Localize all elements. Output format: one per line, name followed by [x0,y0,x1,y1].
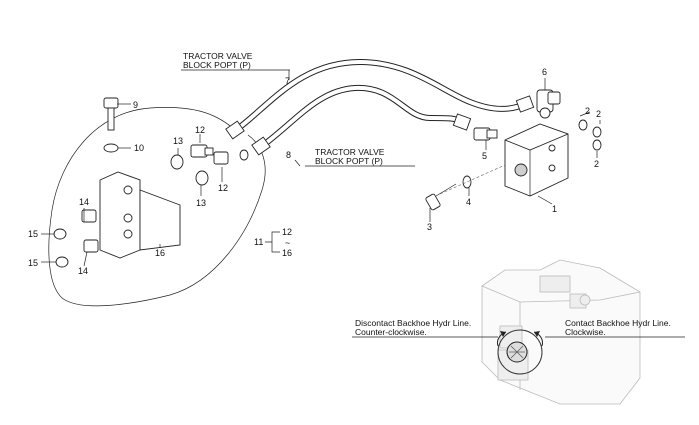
seal-rings-2 [578,119,602,151]
callout-7: 7 [285,76,290,86]
callout-6: 6 [542,67,547,77]
plug-15-upper [53,228,67,240]
union-14-upper [81,209,97,223]
callout-11: 11 [254,237,263,247]
callout-11-range-end: 16 [282,248,292,258]
callout-4: 4 [466,197,471,207]
hose-7-label-line2: BLOCK POPT (P) [183,60,251,70]
clockwise-label: Clockwise. [565,327,606,337]
hose-8-inner [260,85,464,148]
callout-9: 9 [133,100,138,110]
washer-4 [462,175,472,189]
callout-2-upper: 2 [585,106,590,116]
bracket-16 [99,171,181,259]
seal-12-right [239,149,249,161]
hose-7-end-fitting [225,95,535,140]
fitting-12-upper [190,144,214,158]
callout-14-lower: 14 [78,266,88,276]
hose-7-inner [234,59,527,132]
callout-8: 8 [286,150,291,160]
washer-13-lower [195,170,209,186]
hose-8-end-fitting [251,113,472,156]
callout-5: 5 [482,151,487,161]
washer-10 [103,143,119,153]
callout-13-upper: 13 [173,136,183,146]
contact-label: Contact Backhoe Hydr Line. [565,318,671,328]
discontact-label: Discontact Backhoe Hydr Line. [355,318,471,328]
plug-15-lower [55,256,69,268]
washer-13-upper [170,154,184,170]
callout-1: 1 [552,204,557,214]
hose-8-label-line1: TRACTOR VALVE [315,147,385,157]
callout-11-range-start: 12 [282,227,292,237]
detail-valve-block [481,259,641,405]
callout-14-upper: 14 [79,197,89,207]
callout-2-lower: 2 [594,159,599,169]
hose-7-label-line1: TRACTOR VALVE [183,51,253,61]
callout-3: 3 [427,222,432,232]
callout-13-lower: 13 [196,198,206,208]
fitting-12-lower [213,151,229,165]
bolt-3 [425,183,457,211]
callout-15-lower: 15 [28,258,38,268]
callout-15-upper: 15 [28,229,38,239]
union-14-lower [83,239,99,253]
elbow-fitting-6 [536,89,561,119]
callout-11-range-tilde: ~ [285,238,290,248]
valve-block-1 [504,123,569,197]
callout-2-middle: 2 [596,109,601,119]
callout-16: 16 [155,248,165,258]
hose-8-label-line2: BLOCK POPT (P) [315,156,383,166]
rotation-knob [497,329,543,375]
callout-12-lower: 12 [218,183,228,193]
bolt-9 [103,97,119,131]
callout-10: 10 [134,143,144,153]
hose-loop-line [48,107,266,307]
adapter-5 [473,127,498,141]
callout-12-upper: 12 [195,125,205,135]
counter-clockwise-label: Counter-clockwise. [355,327,427,337]
